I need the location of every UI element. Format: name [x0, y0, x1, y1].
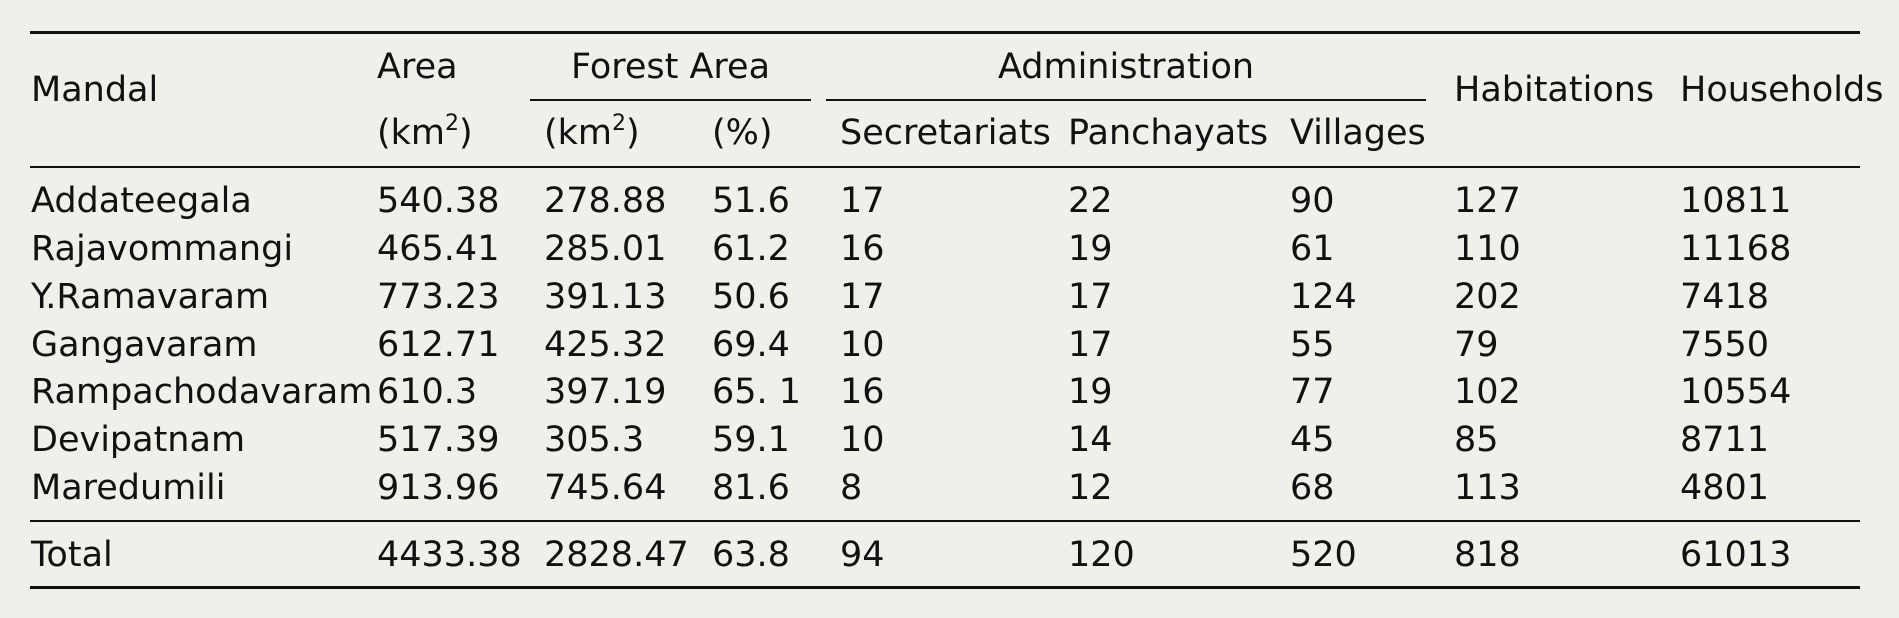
total-area: 4433.38: [377, 535, 522, 575]
cell-area: 610.3: [377, 372, 478, 412]
cell-panchayats: 22: [1068, 181, 1113, 221]
total-households: 61013: [1680, 535, 1792, 575]
total-villages: 520: [1290, 535, 1357, 575]
header-mandal: Mandal: [31, 70, 159, 110]
header-panchayats: Panchayats: [1068, 113, 1269, 153]
header-area: Area: [377, 47, 458, 87]
cell-habitations: 127: [1454, 181, 1521, 221]
cell-households: 8711: [1680, 420, 1770, 460]
cell-forest-pct: 69.4: [712, 325, 790, 365]
total-rule: [30, 520, 1860, 522]
cell-mandal: Rajavommangi: [31, 229, 294, 269]
cell-secretariats: 8: [840, 468, 863, 508]
cell-mandal: Rampachodavaram: [31, 372, 373, 412]
header-forest-pct: (%): [712, 113, 773, 153]
header-secretariats: Secretariats: [840, 113, 1051, 153]
cell-forest-pct: 50.6: [712, 277, 790, 317]
cell-secretariats: 10: [840, 325, 885, 365]
cell-secretariats: 16: [840, 229, 885, 269]
cell-forest-km2: 397.19: [544, 372, 667, 412]
cell-panchayats: 17: [1068, 325, 1113, 365]
cell-forest-km2: 425.32: [544, 325, 667, 365]
cell-area: 773.23: [377, 277, 500, 317]
cell-area: 517.39: [377, 420, 500, 460]
forest-area-cmidrule: [530, 99, 811, 101]
cell-households: 10554: [1680, 372, 1792, 412]
cell-forest-pct: 61.2: [712, 229, 790, 269]
cell-villages: 55: [1290, 325, 1335, 365]
cell-habitations: 79: [1454, 325, 1499, 365]
cell-households: 7550: [1680, 325, 1770, 365]
cell-forest-pct: 51.6: [712, 181, 790, 221]
cell-habitations: 102: [1454, 372, 1521, 412]
cell-forest-pct: 65. 1: [712, 372, 802, 412]
cell-forest-km2: 285.01: [544, 229, 667, 269]
cell-panchayats: 12: [1068, 468, 1113, 508]
cell-households: 4801: [1680, 468, 1770, 508]
cell-secretariats: 17: [840, 181, 885, 221]
cell-panchayats: 17: [1068, 277, 1113, 317]
total-panchayats: 120: [1068, 535, 1135, 575]
cell-villages: 90: [1290, 181, 1335, 221]
header-administration: Administration: [997, 47, 1255, 87]
bottom-rule: [30, 586, 1860, 589]
cell-habitations: 202: [1454, 277, 1521, 317]
total-secretariats: 94: [840, 535, 885, 575]
cell-households: 7418: [1680, 277, 1770, 317]
cell-area: 540.38: [377, 181, 500, 221]
cell-mandal: Devipatnam: [31, 420, 246, 460]
total-habitations: 818: [1454, 535, 1521, 575]
cell-villages: 68: [1290, 468, 1335, 508]
administration-cmidrule: [826, 99, 1426, 101]
cell-habitations: 110: [1454, 229, 1521, 269]
total-forest-km2: 2828.47: [544, 535, 689, 575]
cell-panchayats: 19: [1068, 229, 1113, 269]
cell-households: 10811: [1680, 181, 1792, 221]
cell-villages: 45: [1290, 420, 1335, 460]
header-households: Households: [1680, 70, 1884, 110]
cell-forest-km2: 391.13: [544, 277, 667, 317]
cell-villages: 61: [1290, 229, 1335, 269]
cell-forest-pct: 81.6: [712, 468, 790, 508]
header-villages: Villages: [1290, 113, 1426, 153]
header-forest-km2: (km2): [544, 111, 640, 154]
total-forest-pct: 63.8: [712, 535, 790, 575]
header-area-unit: (km2): [377, 111, 473, 154]
cell-panchayats: 14: [1068, 420, 1113, 460]
cell-secretariats: 10: [840, 420, 885, 460]
cell-mandal: Y.Ramavaram: [31, 277, 270, 317]
cell-habitations: 113: [1454, 468, 1521, 508]
cell-secretariats: 17: [840, 277, 885, 317]
cell-forest-km2: 745.64: [544, 468, 667, 508]
cell-area: 465.41: [377, 229, 500, 269]
top-rule: [30, 31, 1860, 34]
header-forest-area: Forest Area: [570, 47, 771, 87]
cell-habitations: 85: [1454, 420, 1499, 460]
cell-households: 11168: [1680, 229, 1792, 269]
cell-panchayats: 19: [1068, 372, 1113, 412]
header-habitations: Habitations: [1454, 70, 1655, 110]
cell-area: 612.71: [377, 325, 500, 365]
total-label: Total: [31, 535, 113, 575]
cell-forest-km2: 278.88: [544, 181, 667, 221]
cell-mandal: Gangavaram: [31, 325, 258, 365]
cell-villages: 77: [1290, 372, 1335, 412]
cell-area: 913.96: [377, 468, 500, 508]
cell-mandal: Addateegala: [31, 181, 252, 221]
cell-forest-km2: 305.3: [544, 420, 645, 460]
cell-mandal: Maredumili: [31, 468, 226, 508]
header-rule: [30, 166, 1860, 168]
cell-secretariats: 16: [840, 372, 885, 412]
cell-villages: 124: [1290, 277, 1357, 317]
cell-forest-pct: 59.1: [712, 420, 790, 460]
